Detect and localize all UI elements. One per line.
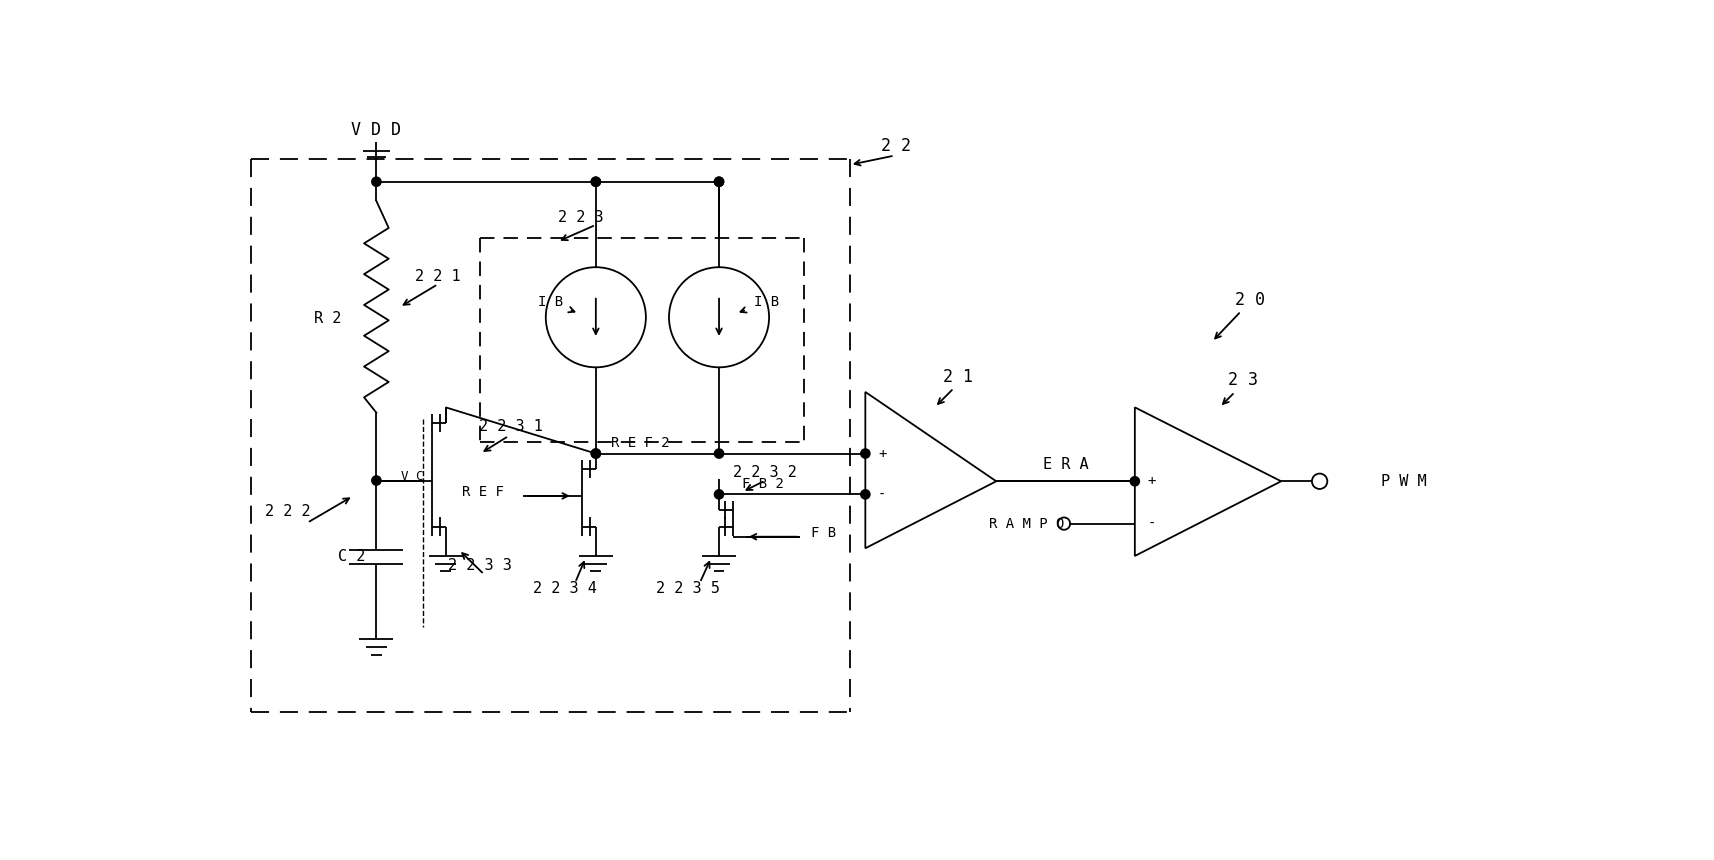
Text: -: -	[878, 488, 886, 501]
Circle shape	[591, 449, 600, 458]
Text: +: +	[878, 446, 886, 461]
Circle shape	[591, 177, 600, 187]
Text: E R A: E R A	[1042, 457, 1088, 472]
Text: V C: V C	[401, 470, 423, 483]
Circle shape	[591, 449, 600, 458]
Text: -: -	[1148, 517, 1155, 531]
Circle shape	[372, 476, 381, 485]
Circle shape	[591, 177, 600, 187]
Text: 2 3: 2 3	[1227, 372, 1258, 390]
Text: 2 2 3: 2 2 3	[557, 210, 603, 224]
Text: F B 2: F B 2	[742, 476, 783, 490]
Text: F B: F B	[811, 525, 836, 540]
Text: R A M P O: R A M P O	[989, 517, 1064, 531]
Text: 2 2 3 1: 2 2 3 1	[480, 419, 543, 434]
Text: 2 1: 2 1	[943, 367, 974, 385]
Circle shape	[860, 489, 871, 499]
Text: 2 2 3 5: 2 2 3 5	[656, 580, 720, 596]
Circle shape	[715, 449, 723, 458]
Text: +: +	[1148, 474, 1155, 488]
Text: R 2: R 2	[314, 311, 341, 326]
Text: 2 2: 2 2	[881, 137, 912, 155]
Text: I B: I B	[754, 295, 778, 309]
Text: P W M: P W M	[1381, 474, 1426, 488]
Text: I B: I B	[538, 295, 564, 309]
Circle shape	[1130, 476, 1140, 486]
Text: 2 2 2: 2 2 2	[266, 504, 310, 519]
Text: 2 2 3 3: 2 2 3 3	[449, 557, 512, 573]
Text: C 2: C 2	[338, 550, 365, 564]
Circle shape	[715, 177, 723, 187]
Circle shape	[860, 449, 871, 458]
Text: R E F 2: R E F 2	[612, 436, 670, 450]
Text: V D D: V D D	[351, 121, 401, 139]
Text: 2 2 3 2: 2 2 3 2	[734, 465, 797, 480]
Text: R E F: R E F	[461, 485, 504, 499]
Text: 2 2 3 4: 2 2 3 4	[533, 580, 596, 596]
Circle shape	[372, 177, 381, 187]
Text: 2 2 1: 2 2 1	[415, 269, 461, 284]
Circle shape	[715, 489, 723, 499]
Circle shape	[715, 177, 723, 187]
Text: 2 0: 2 0	[1236, 291, 1265, 309]
